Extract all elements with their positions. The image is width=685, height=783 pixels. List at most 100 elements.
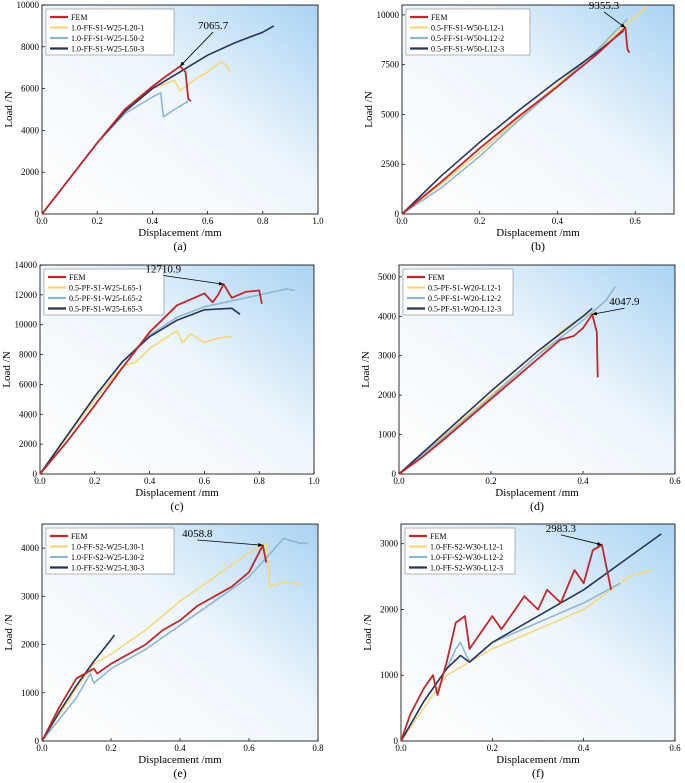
chart-panel-1: 0.0 0.2 0.4 0.6 0 2500 5000 7500 10000 Displaceme… — [363, 0, 675, 253]
x-axis-label: Displacement /mm — [138, 754, 222, 766]
series-line-s1 — [39, 329, 232, 475]
panel-label: (c) — [170, 499, 183, 513]
x-tick-label: 0.4 — [174, 743, 186, 753]
panel-label: (e) — [173, 766, 186, 780]
y-tick-label: 10000 — [17, 0, 40, 10]
x-axis-label: Displacement /mm — [495, 487, 579, 499]
x-tick-label: 0.6 — [199, 476, 211, 486]
series-line-fem — [41, 65, 192, 215]
x-tick-label: 1.0 — [312, 216, 324, 226]
x-tick-label: 0.2 — [92, 216, 103, 226]
x-tick-label: 0.0 — [36, 216, 48, 226]
legend-entry: 1.0-FF-S2-W25-L30-3 — [71, 564, 144, 573]
y-tick-label: 2000 — [380, 604, 399, 614]
legend-entry: FEM — [430, 532, 446, 541]
x-tick-label: 0.6 — [202, 216, 214, 226]
legend-entry: 0.5-PF-S1-W25-L65-3 — [69, 305, 142, 314]
annotation-label: 12710.9 — [145, 263, 181, 275]
series-line-s2 — [41, 537, 308, 742]
annotation-label: 9355.3 — [589, 0, 620, 12]
legend-entry: 0.5-PF-S1-W20-L12-1 — [428, 284, 501, 293]
annotation-label: 7065.7 — [198, 20, 229, 32]
y-tick-label: 5000 — [381, 109, 400, 119]
y-tick-label: 1000 — [380, 670, 399, 680]
panel-label: (a) — [173, 239, 186, 253]
series-line-fem — [401, 26, 631, 215]
y-tick-label: 3000 — [378, 351, 397, 361]
y-tick-label: 0 — [395, 209, 400, 219]
chart-panel-5: 0.0 0.2 0.4 0.6 0 1000 2000 3000 Displacement /m… — [362, 523, 681, 780]
legend-entry: 1.0-FF-S1-W25-L20-1 — [71, 24, 144, 33]
x-tick-label: 0.0 — [34, 476, 46, 486]
panel-label: (f) — [532, 766, 544, 780]
legend-entry: FEM — [431, 13, 447, 22]
y-tick-label: 3000 — [21, 591, 40, 601]
annotation-arrowhead — [218, 281, 224, 286]
x-tick-label: 0.0 — [395, 743, 407, 753]
x-tick-label: 0.0 — [393, 476, 405, 486]
legend-entry: 0.5-FF-S1-W50-L12-3 — [431, 45, 504, 54]
x-tick-label: 0.8 — [254, 476, 266, 486]
y-tick-label: 4000 — [19, 409, 38, 419]
legend-entry: FEM — [428, 273, 444, 282]
series-line-s1 — [41, 542, 301, 742]
x-tick-label: 0.4 — [147, 216, 159, 226]
panel-label: (d) — [530, 499, 544, 513]
y-tick-label: 5000 — [378, 272, 397, 282]
x-tick-label: 0.2 — [105, 743, 116, 753]
y-tick-label: 2500 — [381, 159, 400, 169]
annotation-arrowhead — [596, 541, 602, 546]
y-axis-label: Load /N — [360, 351, 372, 387]
x-tick-label: 0.6 — [669, 476, 681, 486]
y-axis-label: Load /N — [3, 91, 15, 127]
y-tick-label: 14000 — [15, 260, 38, 270]
x-tick-label: 0.4 — [552, 216, 564, 226]
x-tick-label: 0.8 — [257, 216, 269, 226]
y-tick-label: 12000 — [15, 290, 38, 300]
legend-entry: 1.0-FF-S2-W25-L30-1 — [71, 543, 144, 552]
annotation-arrow — [163, 275, 224, 285]
x-tick-label: 0.4 — [578, 743, 590, 753]
series-line-fem — [41, 544, 268, 742]
x-tick-label: 0.6 — [669, 743, 681, 753]
series-line-s3 — [398, 307, 593, 475]
x-tick-label: 0.2 — [487, 743, 498, 753]
x-tick-label: 0.2 — [89, 476, 100, 486]
series-line-s3 — [401, 30, 625, 215]
x-tick-label: 0.0 — [396, 216, 408, 226]
x-tick-label: 0.4 — [144, 476, 156, 486]
x-tick-label: 1.0 — [308, 476, 320, 486]
x-tick-label: 0.6 — [243, 743, 255, 753]
legend-entry: 1.0-FF-S1-W25-L50-3 — [71, 45, 144, 54]
x-tick-label: 0.4 — [577, 476, 589, 486]
annotation-arrowhead — [180, 61, 185, 67]
series-line-s3 — [39, 307, 241, 475]
annotation-arrowhead — [258, 542, 263, 547]
y-tick-label: 2000 — [21, 167, 40, 177]
y-tick-label: 10000 — [377, 10, 400, 20]
panel-label: (b) — [531, 239, 545, 253]
y-axis-label: Load /N — [1, 351, 13, 387]
x-axis-label: Displacement /mm — [496, 227, 580, 239]
legend-entry: 0.5-FF-S1-W50-L12-2 — [431, 34, 504, 43]
annotation-label: 4047.9 — [609, 296, 640, 308]
annotation-label: 4058.8 — [182, 528, 213, 540]
y-axis-label: Load /N — [363, 91, 375, 127]
legend-entry: 0.5-PF-S1-W25-L65-2 — [69, 294, 142, 303]
x-tick-label: 0.0 — [36, 743, 48, 753]
x-tick-label: 0.2 — [474, 216, 485, 226]
legend-entry: 0.5-PF-S1-W20-L12-3 — [428, 305, 501, 314]
y-tick-label: 8000 — [21, 42, 40, 52]
legend-entry: 1.0-FF-S1-W25-L50-2 — [71, 34, 144, 43]
series-line-fem — [398, 313, 599, 475]
y-tick-label: 6000 — [21, 84, 40, 94]
legend-entry: 0.5-FF-S1-W50-L12-1 — [431, 24, 504, 33]
chart-panel-4: 0.0 0.2 0.4 0.6 0.8 0 1000 2000 3000 4000 Displace… — [3, 523, 324, 780]
x-tick-label: 0.2 — [485, 476, 496, 486]
y-axis-label: Load /N — [362, 614, 374, 650]
y-tick-label: 2000 — [19, 439, 38, 449]
legend-entry: 1.0-FF-S2-W30-L12-2 — [430, 553, 503, 562]
legend-entry: 0.5-PF-S1-W25-L65-1 — [69, 284, 142, 293]
annotation-arrow — [560, 534, 603, 546]
legend-entry: 1.0-FF-S2-W30-L12-3 — [430, 564, 503, 573]
